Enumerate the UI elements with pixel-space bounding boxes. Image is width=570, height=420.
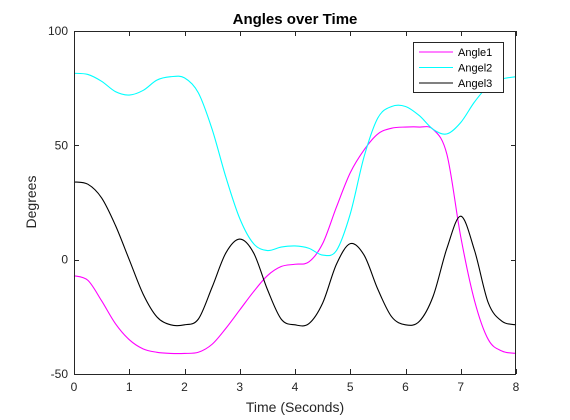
x-tick-label: 8 [513, 380, 520, 394]
x-tick-label: 2 [181, 380, 188, 394]
legend-label-angel2: Angel2 [458, 63, 492, 75]
legend-items: Angle1 Angel2 Angel3 [419, 47, 492, 90]
x-axis-label: Time (Seconds) [246, 399, 344, 415]
x-tick-label: 0 [71, 380, 78, 394]
y-tick-label: -50 [51, 367, 69, 381]
x-tick-label: 4 [292, 380, 299, 394]
legend-label-angel3: Angel3 [458, 78, 492, 90]
chart-title: Angles over Time [233, 11, 358, 28]
series-layer [73, 72, 517, 355]
series-line-angle1 [73, 126, 517, 355]
y-tick-label: 100 [48, 24, 68, 38]
x-tick-label: 1 [126, 380, 133, 394]
y-tick-label: 50 [55, 138, 69, 152]
x-tick-label: 6 [402, 380, 409, 394]
y-axis-label: Degrees [23, 176, 39, 229]
x-tick-label: 7 [457, 380, 464, 394]
series-line-angel3 [73, 181, 517, 327]
x-tick-label: 5 [347, 380, 354, 394]
y-tick-label: 0 [61, 253, 68, 267]
x-tick-label: 3 [236, 380, 243, 394]
legend: Angle1 Angel2 Angel3 [413, 42, 504, 93]
series-line-angel2 [73, 72, 517, 257]
legend-label-angle1: Angle1 [458, 47, 492, 59]
